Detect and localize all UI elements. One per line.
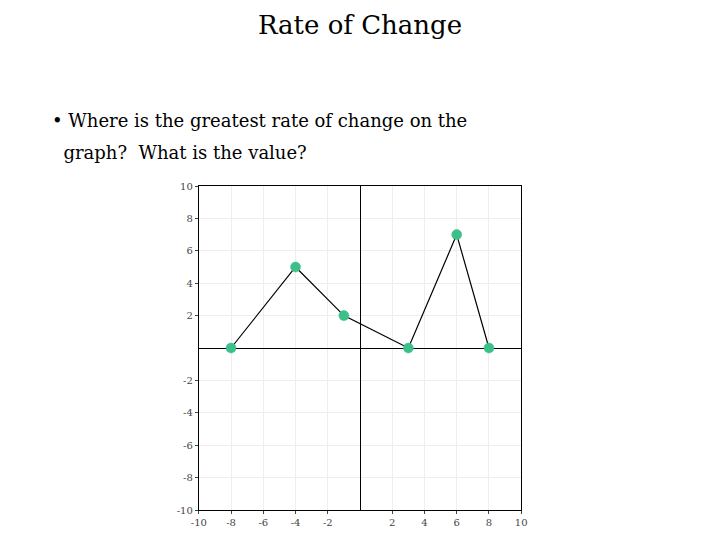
svg-text:2: 2 <box>389 517 395 528</box>
svg-text:8: 8 <box>486 517 492 528</box>
svg-text:6: 6 <box>454 517 460 528</box>
svg-text:2: 2 <box>186 310 192 321</box>
svg-text:graph? What is the value?: graph? What is the value? <box>52 142 307 163</box>
svg-text:10: 10 <box>515 517 528 528</box>
svg-text:-4: -4 <box>183 407 193 418</box>
svg-text:-2: -2 <box>183 375 193 386</box>
svg-text:-6: -6 <box>183 440 193 451</box>
svg-text:-10: -10 <box>191 517 207 528</box>
svg-text:-10: -10 <box>177 505 193 516</box>
svg-text:4: 4 <box>421 517 427 528</box>
svg-text:6: 6 <box>186 245 192 256</box>
svg-text:8: 8 <box>186 213 192 224</box>
svg-text:-2: -2 <box>323 517 333 528</box>
svg-text:Rate of Change: Rate of Change <box>258 10 462 40</box>
svg-text:-8: -8 <box>183 472 193 483</box>
svg-text:-4: -4 <box>291 517 301 528</box>
svg-text:• Where is the greatest rate o: • Where is the greatest rate of change o… <box>52 110 467 131</box>
svg-text:-8: -8 <box>226 517 236 528</box>
svg-text:-6: -6 <box>258 517 268 528</box>
svg-text:4: 4 <box>186 278 192 289</box>
svg-text:10: 10 <box>180 181 193 192</box>
